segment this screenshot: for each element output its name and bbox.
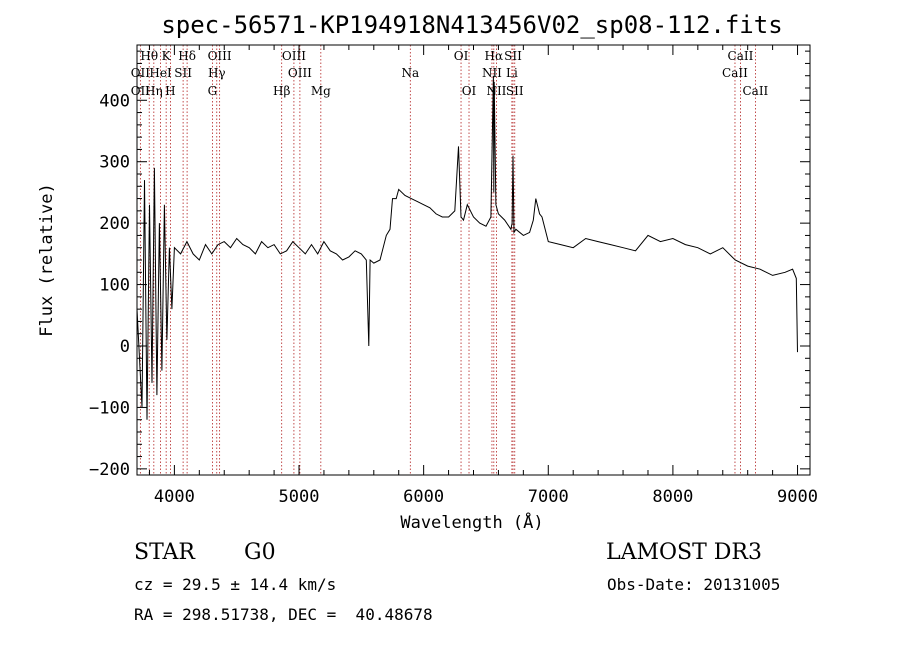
spectral-line-label: K [162, 49, 172, 63]
spectral-line-label: H [165, 84, 175, 98]
x-tick-label: 7000 [528, 487, 569, 507]
spectral-line-label: OI [454, 49, 469, 63]
spectral-line-label: Hγ [208, 66, 226, 80]
y-tick-label: 300 [99, 153, 130, 173]
x-tick-label: 9000 [777, 487, 818, 507]
y-tick-label: 100 [99, 276, 130, 296]
spectral-line-label: OIII [208, 49, 232, 63]
redshift-readout: cz = 29.5 ± 14.4 km/s [134, 575, 337, 594]
spectral-line-label: Hδ [178, 49, 196, 63]
spectral-line-label: Hθ [140, 49, 158, 63]
spectral-line-label: CaII [742, 84, 768, 98]
spectral-line-label: NII [482, 66, 502, 80]
spectral-line-label: OII [131, 84, 151, 98]
x-axis-ticks: 4000 5000 6000 7000 8000 9000 [148, 45, 818, 507]
spectral-line-label: OIII [288, 66, 312, 80]
spectral-line-label: OIII [282, 49, 306, 63]
y-axis-label: Flux (relative) [37, 183, 57, 337]
spectral-line-label: OII [131, 66, 151, 80]
y-tick-label: −100 [89, 398, 130, 418]
spectral-line-labels: Hθ OII OII K HeI Hη SII H Hδ OIII Hγ G OIII OIII Hβ Mg N… [131, 49, 769, 98]
spectral-line-label: CaII [722, 66, 748, 80]
object-class: STAR [134, 540, 195, 565]
spectral-line-label: NII [486, 84, 506, 98]
spectral-line-markers [139, 45, 756, 475]
obs-date: Obs-Date: 20131005 [607, 575, 781, 594]
spectral-line-label: Mg [311, 84, 331, 98]
x-tick-label: 4000 [154, 487, 195, 507]
y-axis-ticks: −200 −100 0 100 200 300 400 [89, 50, 810, 480]
spectral-line-label: SII [504, 49, 522, 63]
spectral-line-label: G [208, 84, 218, 98]
x-tick-label: 8000 [652, 487, 693, 507]
x-tick-label: 6000 [403, 487, 444, 507]
spectral-line-label: CaII [728, 49, 754, 63]
x-axis-label: Wavelength (Å) [400, 511, 543, 533]
spectral-line-label: Hβ [273, 84, 290, 98]
spectral-line-label: SII [506, 84, 524, 98]
chart-title: spec-56571-KP194918N413456V02_sp08-112.f… [161, 11, 782, 39]
spectral-line-label: OI [462, 84, 477, 98]
object-subclass: G0 [244, 540, 276, 565]
y-tick-label: 200 [99, 214, 130, 234]
spectral-line-label: HeI [149, 66, 172, 80]
spectral-line-label: Na [401, 66, 419, 80]
spectral-line-label: Li [506, 66, 518, 80]
y-tick-label: −200 [89, 460, 130, 480]
y-tick-label: 400 [99, 91, 130, 111]
spectral-line-label: SII [174, 66, 192, 80]
x-tick-label: 5000 [279, 487, 320, 507]
spectral-line-label: Hα [485, 49, 504, 63]
survey-name: LAMOST DR3 [606, 540, 762, 565]
plot-frame [136, 44, 811, 476]
y-tick-label: 0 [120, 337, 130, 357]
spectral-line-label: Hη [145, 84, 163, 98]
coordinates: RA = 298.51738, DEC = 40.48678 [134, 605, 433, 624]
spectrum-series-line [136, 75, 798, 420]
